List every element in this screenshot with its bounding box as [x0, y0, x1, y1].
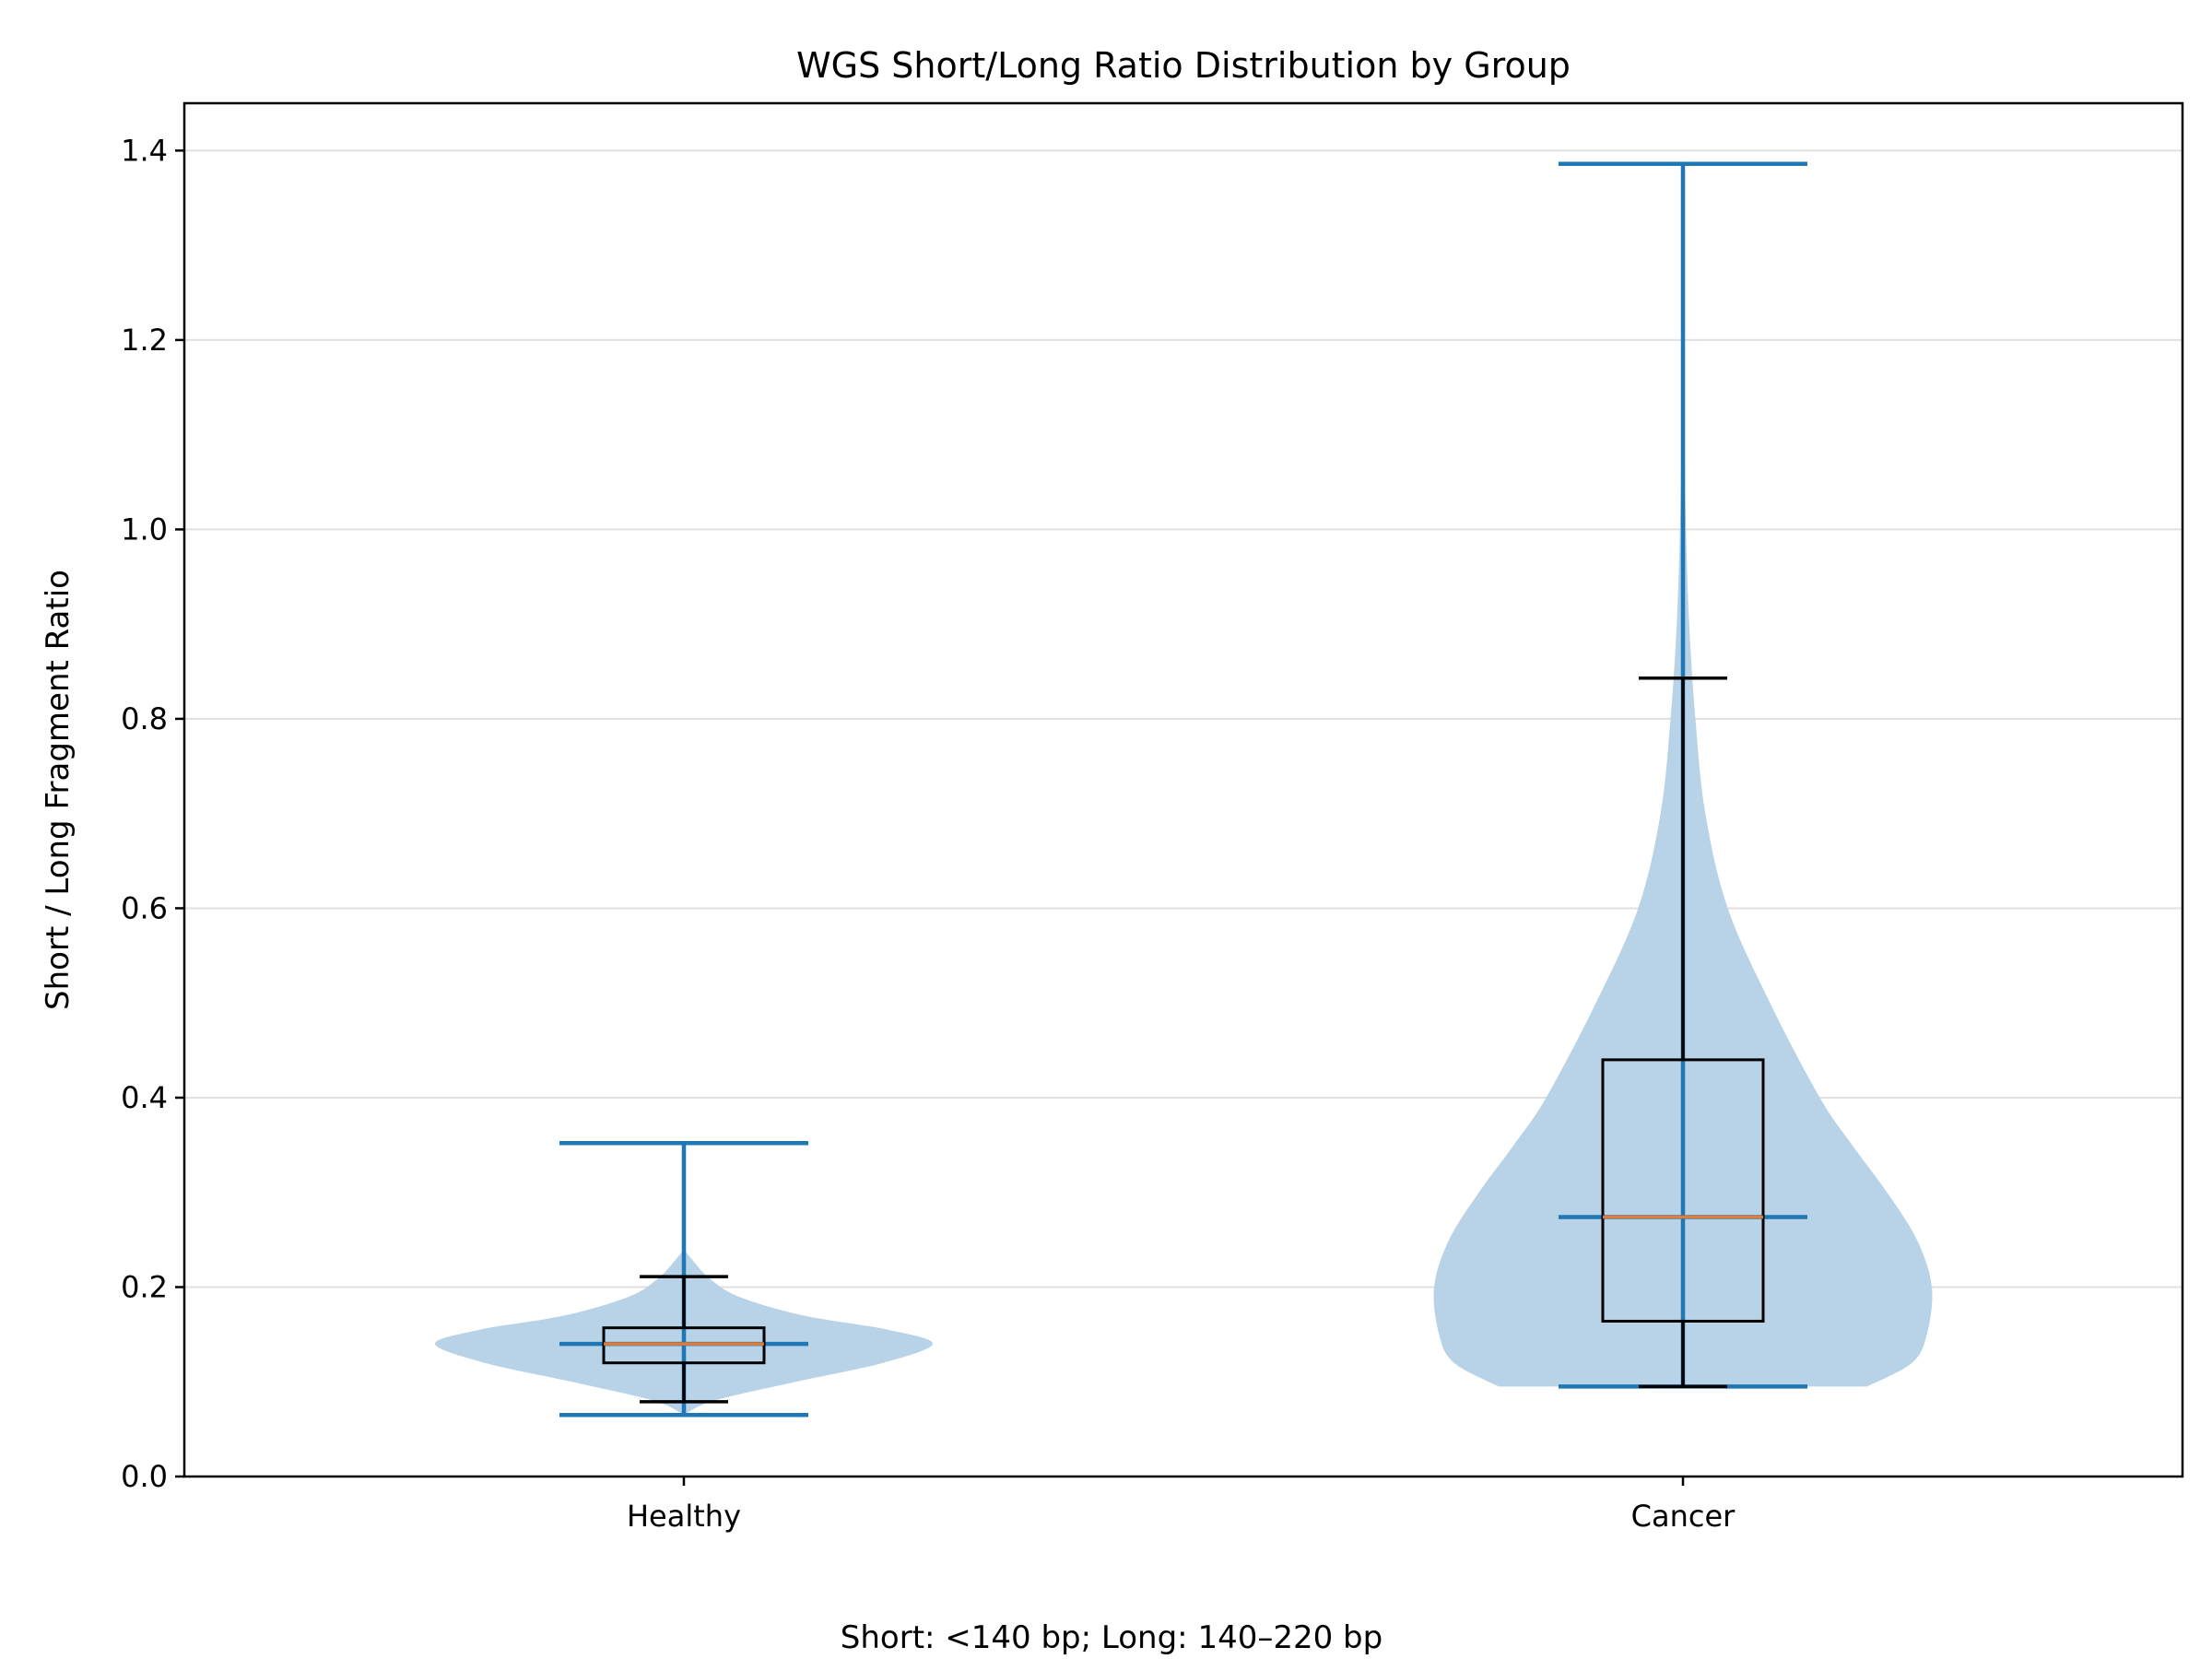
violins: [434, 153, 1933, 1418]
y-tick-label: 1.4: [121, 133, 168, 168]
y-tick-label: 0.8: [121, 701, 168, 736]
y-axis: 0.0 0.2 0.4 0.6 0.8 1.0 1.2 1.4: [121, 133, 184, 1494]
x-axis: Healthy Cancer: [627, 1477, 1735, 1534]
y-tick-label: 0.0: [121, 1459, 168, 1494]
grid-lines: [184, 149, 2183, 1477]
y-tick-label: 0.6: [121, 890, 168, 925]
y-axis-label: Short / Long Fragment Ratio: [40, 570, 76, 1010]
chart-title: WGS Short/Long Ratio Distribution by Gro…: [796, 45, 1571, 86]
boxplots: [602, 676, 1765, 1404]
y-tick-label: 1.2: [121, 323, 168, 358]
y-tick-label: 1.0: [121, 512, 168, 547]
plot-frame: [182, 101, 2184, 1478]
box-iqr: [1601, 1058, 1765, 1323]
y-tick-label: 0.4: [121, 1080, 168, 1115]
x-tick-label: Cancer: [1631, 1499, 1736, 1534]
footnote: Short: <140 bp; Long: 140–220 bp: [841, 1619, 1382, 1656]
y-tick-label: 0.2: [121, 1269, 168, 1304]
x-tick-label: Healthy: [627, 1499, 741, 1534]
